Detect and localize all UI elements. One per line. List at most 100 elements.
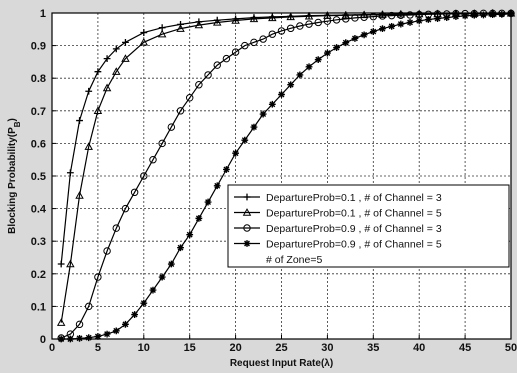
data-point	[378, 10, 387, 18]
data-point	[278, 91, 285, 98]
data-point	[259, 35, 267, 43]
data-point	[94, 273, 102, 281]
y-tick-label: 0.6	[31, 138, 46, 150]
data-point	[324, 49, 331, 57]
data-point	[286, 24, 295, 33]
data-point	[461, 12, 469, 20]
data-point	[268, 100, 276, 108]
data-point	[66, 169, 74, 177]
legend-entry: DepartureProb=0.9 , # of Channel = 5	[234, 239, 442, 251]
data-point	[415, 17, 423, 25]
data-point	[268, 30, 277, 38]
data-point	[112, 224, 120, 232]
data-point	[94, 68, 102, 76]
y-axis-label-main: Blocking Probability(P	[7, 127, 18, 234]
data-point	[250, 123, 258, 131]
data-point	[122, 320, 129, 328]
data-point	[414, 9, 424, 18]
y-tick-label: 0.8	[31, 73, 46, 85]
data-point	[66, 259, 75, 268]
data-point	[85, 334, 93, 342]
data-point	[213, 61, 221, 69]
data-point	[103, 330, 111, 338]
data-point	[194, 20, 204, 29]
data-point	[212, 18, 222, 26]
x-tick-label: 25	[275, 342, 287, 354]
data-point	[56, 318, 66, 326]
data-point	[103, 55, 111, 63]
data-point	[204, 71, 212, 79]
data-point	[102, 83, 112, 92]
data-point	[140, 172, 148, 180]
data-point	[177, 244, 184, 252]
data-point	[480, 11, 487, 19]
data-point	[176, 24, 185, 32]
data-point	[268, 13, 277, 22]
data-point	[112, 327, 120, 335]
data-point	[259, 110, 267, 118]
y-tick-label: 0	[40, 334, 46, 346]
series-4	[57, 10, 515, 343]
data-point	[396, 9, 406, 18]
legend-box	[227, 184, 510, 268]
legend-marker	[242, 208, 252, 216]
ticks: 0 5 10 15 20 25 30 35 40 45 50 0 0.1 0.2 0.3 0.4 0.5 0.6 0…	[31, 8, 517, 354]
data-point	[223, 166, 230, 173]
data-point	[314, 18, 322, 27]
y-tick-label: 0.9	[31, 41, 46, 53]
legend-note: # of Zone=5	[266, 254, 322, 266]
data-point	[286, 12, 295, 21]
data-point	[186, 231, 194, 239]
x-tick-label: 30	[321, 342, 333, 354]
data-point	[231, 16, 240, 24]
data-point	[489, 11, 497, 19]
legend-entry: DepartureProb=0.9 , # of Channel = 3	[234, 223, 442, 235]
data-point	[304, 11, 314, 20]
data-point	[204, 198, 212, 206]
x-tick-label: 45	[459, 342, 471, 354]
data-point	[121, 54, 130, 62]
data-point	[93, 106, 103, 115]
data-point	[103, 247, 111, 255]
data-point	[84, 302, 93, 311]
legend-label: DepartureProb=0.9 , # of Channel = 3	[266, 223, 442, 235]
data-point	[406, 19, 414, 26]
legend-label: DepartureProb=0.1 , # of Channel = 5	[266, 208, 442, 220]
data-point	[112, 67, 121, 75]
data-point	[241, 41, 249, 50]
data-point	[287, 81, 295, 89]
data-point	[149, 286, 157, 294]
x-tick-label: 0	[49, 342, 55, 354]
data-point	[470, 11, 478, 19]
data-point	[296, 71, 304, 79]
data-point	[360, 31, 368, 39]
x-tick-label: 40	[413, 342, 425, 354]
data-point	[452, 13, 460, 20]
y-tick-label: 0.1	[31, 301, 46, 313]
x-axis-label: Request Input Rate(λ)	[230, 358, 333, 369]
data-point	[443, 14, 451, 21]
legend: DepartureProb=0.1 , # of Channel = 3 Depa…	[227, 184, 510, 268]
data-point	[387, 11, 396, 20]
legend-label: DepartureProb=0.1 , # of Channel = 3	[266, 192, 442, 204]
data-point	[424, 16, 432, 23]
y-axis-label-subscript: B	[13, 121, 22, 127]
data-point	[342, 39, 350, 47]
data-point	[397, 11, 405, 20]
data-point	[157, 29, 167, 38]
y-tick-label: 1	[40, 8, 46, 20]
data-point	[75, 191, 84, 199]
data-point	[332, 16, 341, 24]
data-point	[397, 20, 405, 28]
data-point	[85, 87, 93, 95]
data-point	[140, 29, 148, 36]
data-point	[185, 94, 194, 102]
data-point	[388, 22, 396, 30]
data-point	[498, 10, 506, 18]
data-point	[158, 273, 166, 281]
data-point	[84, 142, 93, 150]
data-point	[369, 28, 377, 35]
data-point	[249, 14, 259, 23]
x-tick-label: 15	[184, 342, 196, 354]
y-axis-label-suffix: )	[7, 118, 18, 121]
